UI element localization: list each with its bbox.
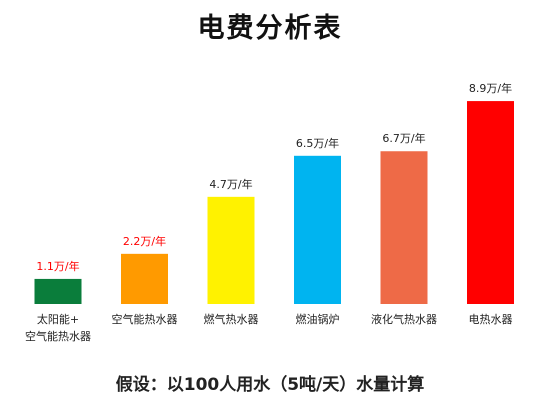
bar (207, 196, 255, 304)
category-label: 空气能热水器 (112, 312, 178, 326)
bar (380, 151, 428, 304)
bar (294, 155, 341, 304)
category-label: 燃气热水器 (204, 312, 259, 326)
category-label: 空气能热水器 (25, 329, 91, 343)
bar-chart: 1.1万/年太阳能+空气能热水器2.2万/年空气能热水器4.7万/年燃气热水器6… (25, 81, 514, 343)
bar-value-label: 4.7万/年 (209, 177, 252, 191)
category-label: 燃油锅炉 (296, 312, 340, 326)
chart-footnote: 假设：以100人用水（5吨/天）水量计算 (115, 375, 425, 395)
category-label: 太阳能+ (37, 312, 79, 326)
category-label: 电热水器 (469, 313, 513, 326)
bar-value-label: 2.2万/年 (123, 234, 166, 248)
bar-value-label: 8.9万/年 (469, 81, 512, 95)
bar-value-label: 6.5万/年 (296, 136, 339, 150)
chart-title: 电费分析表 (197, 13, 343, 44)
bar-value-label: 6.7万/年 (382, 131, 425, 145)
category-label: 液化气热水器 (371, 312, 437, 326)
bar (34, 278, 82, 304)
bar (467, 101, 514, 304)
bar (121, 253, 168, 304)
bar-value-label: 1.1万/年 (36, 259, 79, 273)
